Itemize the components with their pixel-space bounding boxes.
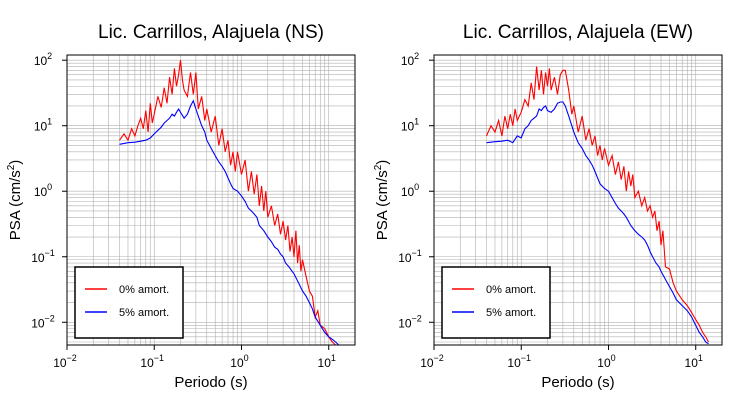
tick-exponent: −2 <box>45 313 55 323</box>
tick-exponent: −1 <box>521 353 531 363</box>
tick-base: 10 <box>401 120 415 134</box>
chart-title: Lic. Carrillos, Alajuela (EW) <box>463 22 693 43</box>
tick-exponent: 0 <box>414 182 419 192</box>
tick-exponent: 1 <box>47 117 52 127</box>
tick-base: 10 <box>398 316 412 330</box>
y-tick-label: 10−1 <box>398 248 422 265</box>
x-tick-label: 10−2 <box>420 353 444 370</box>
tick-base: 10 <box>34 54 48 68</box>
y-label-main: PSA (cm/s <box>374 170 391 240</box>
tick-exponent: −2 <box>412 313 422 323</box>
tick-exponent: 1 <box>414 117 419 127</box>
x-tick-label: 101 <box>685 353 703 370</box>
y-tick-label: 101 <box>34 117 52 134</box>
series-line-amort-5 <box>486 101 709 345</box>
tick-base: 10 <box>53 356 67 370</box>
y-tick-label: 100 <box>34 182 52 199</box>
y-label-main: PSA (cm/s <box>7 170 24 240</box>
tick-exponent: 2 <box>414 51 419 61</box>
y-label-close: ) <box>7 160 24 165</box>
y-tick-label: 101 <box>401 117 419 134</box>
legend-box <box>441 266 551 339</box>
tick-base: 10 <box>318 356 332 370</box>
tick-base: 10 <box>31 251 45 265</box>
y-tick-label: 10−2 <box>398 313 422 330</box>
x-tick-label: 10−2 <box>53 353 77 370</box>
tick-base: 10 <box>420 356 434 370</box>
tick-base: 10 <box>31 316 45 330</box>
chart-title: Lic. Carrillos, Alajuela (NS) <box>98 22 324 43</box>
x-tick-label: 10−1 <box>507 353 531 370</box>
x-tick-label: 101 <box>318 353 336 370</box>
tick-base: 10 <box>401 54 415 68</box>
x-tick-label: 10−1 <box>140 353 164 370</box>
legend-label: 5% amort. <box>486 307 536 319</box>
tick-base: 10 <box>398 251 412 265</box>
x-tick-label: 100 <box>230 353 248 370</box>
series-line-amort-5 <box>119 99 342 346</box>
tick-exponent: 0 <box>47 182 52 192</box>
tick-exponent: −1 <box>45 248 55 258</box>
tick-exponent: 2 <box>47 51 52 61</box>
series-line-amort-0 <box>119 60 342 346</box>
x-axis-label: Periodo (s) <box>174 374 247 391</box>
y-label-superscript: 2 <box>373 164 384 170</box>
tick-exponent: −1 <box>412 248 422 258</box>
plot-frame <box>433 54 723 346</box>
y-tick-label: 10−2 <box>31 313 55 330</box>
series-line-amort-0 <box>485 66 709 343</box>
tick-exponent: −1 <box>154 353 164 363</box>
tick-exponent: 0 <box>611 353 616 363</box>
tick-exponent: −2 <box>67 353 77 363</box>
tick-base: 10 <box>34 185 48 199</box>
legend: 0% amort. 5% amort. <box>441 266 551 339</box>
tick-base: 10 <box>507 356 521 370</box>
tick-base: 10 <box>230 356 244 370</box>
tick-base: 10 <box>597 356 611 370</box>
tick-exponent: 1 <box>331 353 336 363</box>
grid <box>433 55 723 345</box>
y-tick-label: 100 <box>401 182 419 199</box>
tick-base: 10 <box>685 356 699 370</box>
y-label-superscript: 2 <box>6 164 17 170</box>
plot-frame <box>66 54 356 346</box>
x-axis-label: Periodo (s) <box>541 374 614 391</box>
tick-base: 10 <box>140 356 154 370</box>
x-tick-label: 100 <box>597 353 615 370</box>
legend-label: 0% amort. <box>486 284 536 296</box>
tick-exponent: 0 <box>244 353 249 363</box>
legend: 0% amort. 5% amort. <box>74 266 184 339</box>
tick-exponent: 1 <box>698 353 703 363</box>
y-tick-label: 102 <box>401 51 419 68</box>
y-tick-label: 10−1 <box>31 248 55 265</box>
y-axis-label: PSA (cm/s2) <box>373 160 391 241</box>
legend-box <box>74 266 184 339</box>
tick-base: 10 <box>34 120 48 134</box>
tick-exponent: −2 <box>434 353 444 363</box>
legend-label: 0% amort. <box>119 284 169 296</box>
y-tick-label: 102 <box>34 51 52 68</box>
legend-label: 5% amort. <box>119 307 169 319</box>
y-label-close: ) <box>374 160 391 165</box>
tick-base: 10 <box>401 185 415 199</box>
y-axis-label: PSA (cm/s2) <box>6 160 24 241</box>
